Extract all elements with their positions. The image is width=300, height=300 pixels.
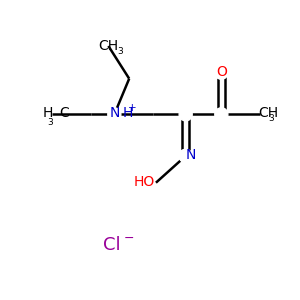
Text: +: + <box>128 103 137 113</box>
Circle shape <box>215 108 228 121</box>
Text: HO: HO <box>133 175 154 189</box>
Text: 3: 3 <box>268 114 274 123</box>
Text: N: N <box>185 148 196 162</box>
Text: H: H <box>123 106 133 120</box>
Text: N: N <box>109 106 119 120</box>
Text: 3: 3 <box>117 47 123 56</box>
Circle shape <box>215 66 228 79</box>
Text: CH: CH <box>259 106 279 120</box>
Circle shape <box>215 67 227 79</box>
Circle shape <box>108 108 121 121</box>
Text: O: O <box>216 65 227 79</box>
Circle shape <box>179 149 192 163</box>
Text: H: H <box>43 106 53 120</box>
Circle shape <box>179 108 192 121</box>
Text: −: − <box>123 232 134 245</box>
Text: Cl: Cl <box>103 236 120 254</box>
Text: C: C <box>59 106 69 120</box>
Circle shape <box>179 149 192 163</box>
Text: CH: CH <box>98 39 118 53</box>
Text: 3: 3 <box>48 118 53 127</box>
